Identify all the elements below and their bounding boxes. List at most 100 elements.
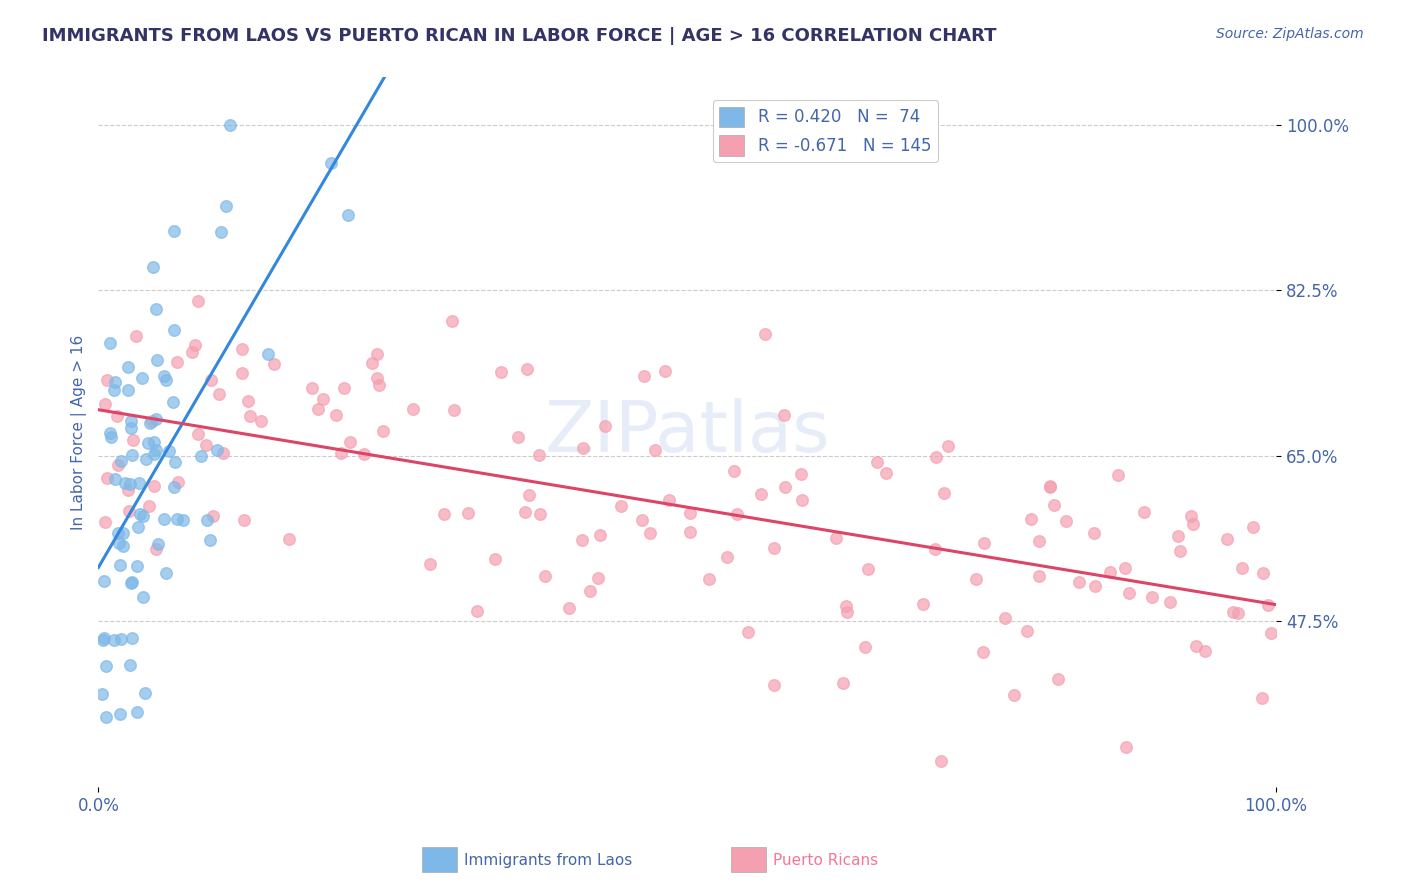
Point <box>114 475 136 490</box>
Point <box>201 508 224 523</box>
Point <box>112 525 135 540</box>
Point <box>165 455 187 469</box>
Point <box>1182 516 1205 531</box>
Point <box>725 508 748 522</box>
Point <box>1132 506 1154 520</box>
Point <box>763 678 786 692</box>
Point <box>166 355 188 369</box>
Point <box>198 533 221 547</box>
Point <box>138 499 160 513</box>
Point <box>831 675 853 690</box>
Point <box>853 640 876 655</box>
Point <box>609 499 631 513</box>
Point <box>143 479 166 493</box>
Point <box>98 336 121 351</box>
Point <box>117 359 139 374</box>
Point <box>965 572 987 586</box>
Point <box>1159 595 1181 609</box>
Point <box>142 447 165 461</box>
Point <box>1194 643 1216 657</box>
Point <box>93 574 115 588</box>
Point <box>250 413 273 427</box>
Point <box>135 452 157 467</box>
Point <box>1216 532 1239 546</box>
Point <box>145 541 167 556</box>
Point <box>834 599 856 613</box>
Point <box>180 345 202 359</box>
Point <box>96 373 118 387</box>
Point <box>465 604 488 618</box>
Point <box>107 458 129 472</box>
Point <box>1222 605 1244 619</box>
Point <box>146 537 169 551</box>
Point <box>122 434 145 448</box>
Point <box>134 686 156 700</box>
Point <box>513 505 536 519</box>
Point <box>166 512 188 526</box>
Point <box>325 409 347 423</box>
Text: Source: ZipAtlas.com: Source: ZipAtlas.com <box>1216 27 1364 41</box>
Point <box>1043 498 1066 512</box>
Point <box>1028 534 1050 549</box>
Point <box>183 338 205 352</box>
Point <box>361 356 384 370</box>
Point <box>98 426 121 441</box>
Point <box>117 383 139 397</box>
Point <box>754 327 776 342</box>
Point <box>127 520 149 534</box>
Point <box>120 476 142 491</box>
Point <box>1251 566 1274 580</box>
Point <box>205 442 228 457</box>
Point <box>1185 639 1208 653</box>
Point <box>211 446 233 460</box>
Point <box>366 347 388 361</box>
Point <box>353 447 375 461</box>
Point <box>143 434 166 449</box>
Point <box>1028 569 1050 583</box>
Point <box>155 373 177 387</box>
Point <box>679 506 702 520</box>
Point <box>233 512 256 526</box>
Point <box>187 426 209 441</box>
Point <box>402 402 425 417</box>
Point <box>121 631 143 645</box>
Point <box>278 532 301 546</box>
Point <box>516 362 538 376</box>
Point <box>142 260 165 274</box>
Legend: R = 0.420   N =  74, R = -0.671   N = 145: R = 0.420 N = 74, R = -0.671 N = 145 <box>713 100 938 162</box>
Point <box>1260 625 1282 640</box>
Point <box>93 632 115 647</box>
Point <box>301 381 323 395</box>
Point <box>125 705 148 719</box>
Point <box>773 409 796 423</box>
Point <box>236 394 259 409</box>
Point <box>308 401 330 416</box>
Point <box>1054 514 1077 528</box>
Point <box>118 504 141 518</box>
Point <box>239 409 262 423</box>
Point <box>93 631 115 645</box>
Point <box>697 572 720 586</box>
Point <box>368 377 391 392</box>
Point <box>658 492 681 507</box>
Point <box>1226 607 1249 621</box>
Point <box>145 412 167 426</box>
Point <box>120 575 142 590</box>
Point <box>1118 585 1140 599</box>
Point <box>112 539 135 553</box>
Point <box>737 624 759 639</box>
Point <box>1142 590 1164 604</box>
Point <box>1047 672 1070 686</box>
Point <box>557 600 579 615</box>
Point <box>366 370 388 384</box>
Point <box>1180 508 1202 523</box>
Point <box>924 542 946 557</box>
Point <box>152 369 174 384</box>
Point <box>110 454 132 468</box>
Point <box>533 569 555 583</box>
Point <box>633 368 655 383</box>
Point <box>419 557 441 571</box>
Point <box>110 706 132 721</box>
Point <box>1067 574 1090 589</box>
Point <box>194 438 217 452</box>
